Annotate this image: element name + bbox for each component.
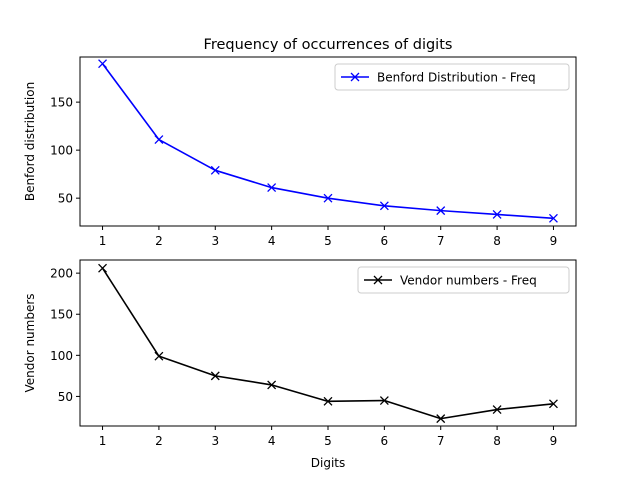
- y-axis-label: Benford distribution: [23, 82, 37, 201]
- x-tick-label: 2: [155, 434, 163, 448]
- x-tick-label: 5: [324, 234, 332, 248]
- data-point-marker: [267, 380, 277, 390]
- x-tick-label: 6: [381, 434, 389, 448]
- x-tick-label: 6: [381, 234, 389, 248]
- x-axis-label: Digits: [311, 456, 345, 470]
- data-point-marker: [210, 165, 220, 175]
- y-tick-label: 200: [50, 267, 73, 281]
- x-tick-label: 8: [493, 234, 501, 248]
- data-point-marker: [98, 263, 108, 273]
- x-tick-label: 5: [324, 434, 332, 448]
- data-point-marker: [267, 183, 277, 193]
- legend-marker-icon: [350, 72, 360, 82]
- y-tick-label: 100: [50, 349, 73, 363]
- data-point-marker: [379, 201, 389, 211]
- data-point-marker: [154, 135, 164, 145]
- y-tick-label: 100: [50, 144, 73, 158]
- y-tick-label: 50: [58, 390, 73, 404]
- x-tick-label: 1: [99, 234, 107, 248]
- chart-panel-2: 1 2 3 4 5 6 7 8 9 50 100 150 200 Vendor numbers Digits…: [23, 259, 577, 470]
- data-point-marker: [492, 405, 502, 415]
- data-point-marker: [379, 396, 389, 405]
- data-point-marker: [210, 371, 220, 381]
- x-tick-label: 9: [550, 234, 558, 248]
- data-point-marker: [548, 213, 558, 223]
- x-tick-label: 1: [99, 434, 107, 448]
- y-tick-label: 150: [50, 308, 73, 322]
- data-point-marker: [436, 206, 446, 216]
- y-tick-label: 150: [50, 96, 73, 110]
- legend-label: Benford Distribution - Freq: [377, 71, 536, 85]
- x-tick-label: 8: [493, 434, 501, 448]
- data-point-marker: [548, 399, 558, 409]
- x-tick-label: 4: [268, 234, 276, 248]
- data-point-marker: [323, 193, 333, 203]
- x-tick-label: 4: [268, 434, 276, 448]
- y-axis-label: Vendor numbers: [23, 293, 37, 392]
- legend-box: [334, 63, 570, 91]
- x-tick-label: 2: [155, 234, 163, 248]
- x-tick-label: 7: [437, 434, 445, 448]
- legend-box: [357, 266, 570, 294]
- data-point-marker: [492, 210, 502, 219]
- chart-title: Frequency of occurrences of digits: [204, 37, 453, 53]
- x-tick-label: 7: [437, 234, 445, 248]
- data-point-marker: [323, 396, 333, 406]
- x-tick-label: 3: [211, 434, 219, 448]
- legend-marker-icon: [373, 275, 383, 285]
- x-tick-label: 3: [211, 234, 219, 248]
- data-point-marker: [154, 351, 164, 361]
- chart-panel-1: 1 2 3 4 5 6 7 8 9 50 100 150 Benford distribution Fre…: [23, 37, 577, 248]
- x-tick-label: 9: [550, 434, 558, 448]
- legend-label: Vendor numbers - Freq: [400, 274, 537, 288]
- y-tick-label: 50: [58, 192, 73, 206]
- data-point-marker: [436, 414, 446, 424]
- data-point-marker: [98, 59, 108, 69]
